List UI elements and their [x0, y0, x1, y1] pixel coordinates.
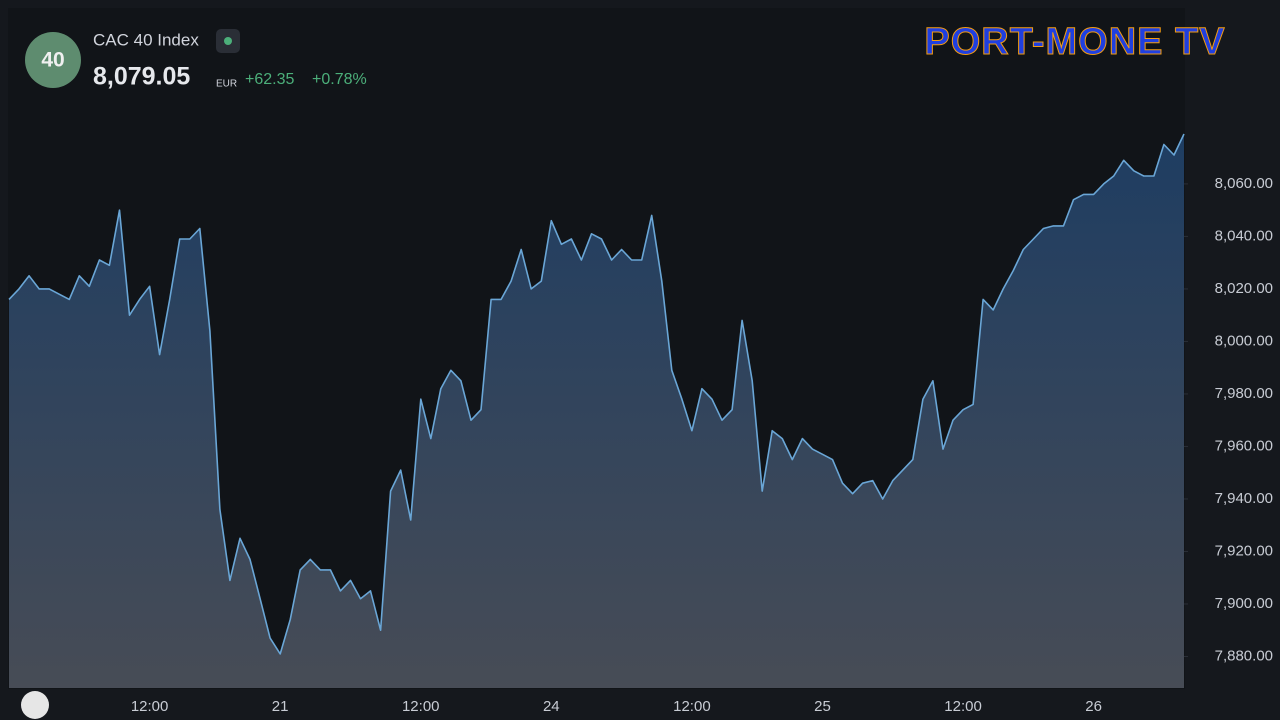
currency: EUR — [216, 79, 237, 90]
y-tick-label: 7,920.00 — [1215, 542, 1273, 559]
x-tick-label: 24 — [543, 698, 560, 715]
change-percent: +0.78% — [312, 71, 367, 88]
y-tick-label: 8,000.00 — [1215, 332, 1273, 349]
price: 8,079.05 — [93, 63, 190, 91]
plot: 7,880.00 7,900.00 7,920.00 7,940.00 7,960.00… — [8, 133, 1273, 715]
x-tick-label: 12:00 — [131, 698, 169, 715]
x-tick-label: 12:00 — [673, 698, 711, 715]
x-tick-label: 26 — [1085, 698, 1102, 715]
y-tick-label: 8,020.00 — [1215, 280, 1273, 297]
price-line — [8, 133, 1185, 655]
y-tick-label: 7,980.00 — [1215, 385, 1273, 402]
status-dot — [224, 37, 232, 45]
y-tick-label: 8,060.00 — [1215, 175, 1273, 192]
brand-logo: PORT-MONE TV — [924, 21, 1225, 63]
area-fill — [9, 134, 1184, 688]
y-tick-label: 7,960.00 — [1215, 437, 1273, 454]
x-tick-label: 12:00 — [944, 698, 982, 715]
symbol-name: CAC 40 Index — [93, 30, 199, 49]
x-tick-label: 12:00 — [402, 698, 440, 715]
badge-text: 40 — [41, 49, 64, 72]
change: +62.35 — [245, 71, 294, 88]
symbol-badge — [25, 32, 81, 88]
tv-logo — [21, 691, 49, 719]
x-tick-label: 25 — [814, 698, 831, 715]
x-tick-label: 21 — [272, 698, 289, 715]
y-tick-label: 8,040.00 — [1215, 227, 1273, 244]
y-tick-label: 7,900.00 — [1215, 595, 1273, 612]
y-tick-label: 7,940.00 — [1215, 490, 1273, 507]
y-tick-label: 7,880.00 — [1215, 647, 1273, 664]
